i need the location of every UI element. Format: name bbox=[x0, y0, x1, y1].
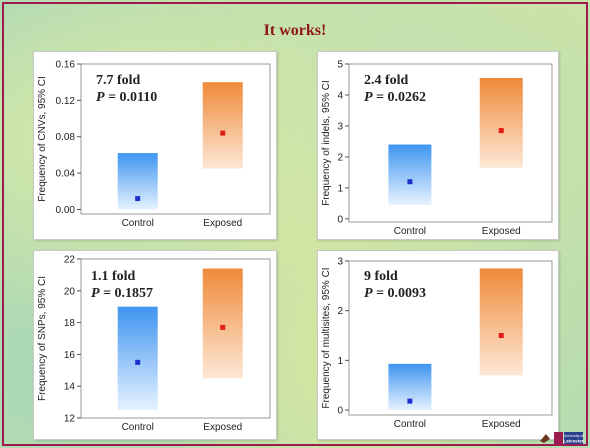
snps-plot-frame bbox=[80, 258, 271, 419]
multisites-chart: 0 1 2 3 Frequency of multisites, 95% CI Contr… bbox=[321, 257, 553, 430]
multisites-exposed-ci-bar bbox=[479, 268, 523, 376]
indels-ytick-label: 4 bbox=[337, 90, 343, 101]
logo-wordmark-line-2: Leicester bbox=[563, 439, 583, 444]
indels-exposed-xtick-label: Exposed bbox=[482, 226, 521, 237]
indels-ytick-label: 0 bbox=[337, 214, 343, 225]
indels-ytick-label: 5 bbox=[337, 60, 343, 71]
indels-p-value: P = 0.0262 bbox=[364, 90, 427, 105]
multisites-exposed-xtick-label: Exposed bbox=[482, 419, 521, 430]
cnvs-ytick-label: 0.00 bbox=[56, 205, 76, 216]
multisites-fold-label: 9 fold bbox=[364, 269, 398, 284]
chart-panel-cnvs: 0.00 0.04 0.08 0.12 0.16 Frequency of CNVs, 9… bbox=[33, 51, 277, 240]
snps-p-value: P = 0.1857 bbox=[91, 286, 154, 301]
multisites-control-xtick-label: Control bbox=[394, 419, 426, 430]
snps-exposed-point bbox=[220, 324, 226, 330]
cnvs-exposed-point bbox=[220, 130, 226, 136]
indels-annotation: 2.4 fold P = 0.0262 bbox=[364, 72, 426, 106]
cnvs-ylabel: Frequency of CNVs, 95% CI bbox=[37, 76, 48, 202]
snps-control-point bbox=[135, 359, 141, 365]
multisites-p-value: P = 0.0093 bbox=[364, 286, 427, 301]
multisites-annotation: 9 fold P = 0.0093 bbox=[364, 268, 426, 302]
cnvs-fold-label: 7.7 fold bbox=[96, 73, 141, 88]
indels-ytick-label: 2 bbox=[337, 152, 343, 163]
cnvs-ytick-label: 0.16 bbox=[56, 60, 76, 71]
cnvs-ytick-label: 0.04 bbox=[56, 169, 76, 180]
multisites-ytick-label: 3 bbox=[337, 257, 343, 268]
multisites-ytick-label: 0 bbox=[337, 406, 343, 417]
indels-control-ci-bar bbox=[388, 144, 432, 205]
snps-exposed-xtick-label: Exposed bbox=[203, 422, 242, 433]
snps-ytick-label: 22 bbox=[64, 255, 76, 266]
university-logo: University of Leicester bbox=[540, 432, 584, 444]
chart-panel-multisites: 0 1 2 3 Frequency of multisites, 95% CI Contr… bbox=[317, 250, 559, 440]
cnvs-ytick-label: 0.08 bbox=[56, 132, 76, 143]
multisites-ytick-label: 2 bbox=[337, 306, 343, 317]
logo-bird-icon bbox=[540, 434, 550, 443]
snps-control-ci-bar bbox=[117, 306, 158, 411]
logo-shield-icon bbox=[554, 432, 563, 444]
cnvs-p-value: P = 0.0110 bbox=[96, 90, 158, 105]
snps-ytick-label: 20 bbox=[64, 286, 76, 297]
cnvs-control-xtick-label: Control bbox=[122, 218, 154, 229]
indels-ytick-label: 3 bbox=[337, 121, 343, 132]
indels-plot-frame bbox=[348, 63, 553, 223]
multisites-plot-frame bbox=[348, 260, 553, 416]
snps-ylabel: Frequency of SNPs, 95% CI bbox=[37, 276, 48, 401]
multisites-control-point bbox=[407, 398, 413, 404]
snps-ytick-label: 12 bbox=[64, 414, 76, 425]
indels-exposed-point bbox=[498, 128, 504, 134]
slide-title: It works! bbox=[263, 22, 327, 39]
indels-chart: 0 1 2 3 4 5 Frequency of indels, 95% CI Control… bbox=[321, 60, 553, 237]
cnvs-ytick-label: 0.12 bbox=[56, 96, 76, 107]
indels-ylabel: Frequency of indels, 95% CI bbox=[321, 80, 332, 206]
cnvs-exposed-ci-bar bbox=[202, 82, 243, 169]
snps-chart: 12 14 16 18 20 22 Frequency of SNPs, 95% CI Con… bbox=[37, 255, 271, 433]
snps-ytick-label: 18 bbox=[64, 318, 76, 329]
chart-panel-snps: 12 14 16 18 20 22 Frequency of SNPs, 95% CI Con… bbox=[33, 250, 277, 440]
logo-wordmark-box bbox=[564, 432, 583, 444]
logo-wordmark-line-1: University of bbox=[564, 434, 584, 438]
snps-ytick-label: 16 bbox=[64, 350, 76, 361]
cnvs-annotation: 7.7 fold P = 0.0110 bbox=[96, 72, 157, 106]
cnvs-exposed-xtick-label: Exposed bbox=[203, 218, 242, 229]
snps-exposed-ci-bar bbox=[202, 268, 243, 379]
multisites-ylabel: Frequency of multisites, 95% CI bbox=[321, 267, 332, 408]
multisites-ytick-label: 1 bbox=[337, 356, 343, 367]
indels-control-xtick-label: Control bbox=[394, 226, 426, 237]
snps-ytick-label: 14 bbox=[64, 382, 76, 393]
indels-fold-label: 2.4 fold bbox=[364, 73, 409, 88]
indels-control-point bbox=[407, 179, 413, 185]
multisites-exposed-point bbox=[498, 333, 504, 339]
snps-annotation: 1.1 fold P = 0.1857 bbox=[91, 268, 153, 302]
indels-ytick-label: 1 bbox=[337, 183, 343, 194]
cnvs-control-point bbox=[135, 196, 141, 202]
cnvs-chart: 0.00 0.04 0.08 0.12 0.16 Frequency of CNVs, 9… bbox=[37, 60, 271, 229]
snps-control-xtick-label: Control bbox=[122, 422, 154, 433]
snps-fold-label: 1.1 fold bbox=[91, 269, 136, 284]
indels-exposed-ci-bar bbox=[479, 77, 523, 168]
chart-panel-indels: 0 1 2 3 4 5 Frequency of indels, 95% CI Control… bbox=[317, 51, 559, 240]
cnvs-plot-frame bbox=[80, 63, 271, 215]
